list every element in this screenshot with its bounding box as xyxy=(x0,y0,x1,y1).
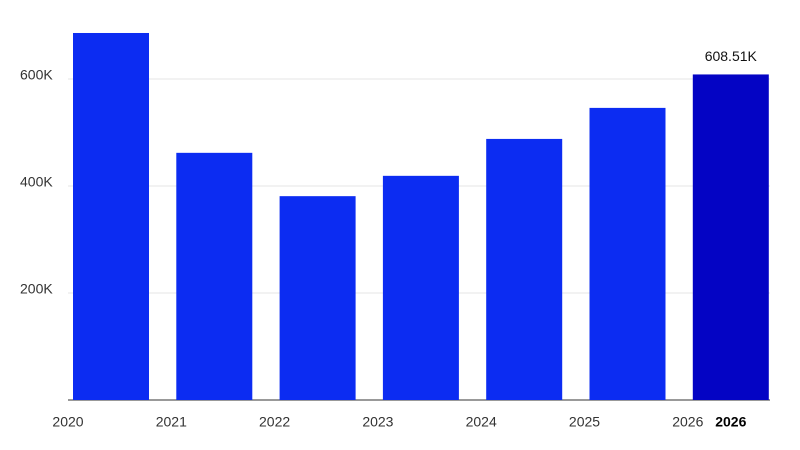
y-tick-label: 400K xyxy=(20,174,53,190)
bar xyxy=(692,74,769,401)
x-tick-label: 2020 xyxy=(52,414,83,430)
y-tick-label: 200K xyxy=(20,281,53,297)
value-label: 608.51K xyxy=(705,48,758,64)
highlighted-x-label: 2026 xyxy=(715,414,746,430)
bar xyxy=(279,196,356,400)
x-tick-label: 2021 xyxy=(156,414,187,430)
x-tick-label: 2026 xyxy=(672,414,703,430)
x-tick-label: 2024 xyxy=(466,414,497,430)
bar xyxy=(382,175,459,400)
x-tick-label: 2025 xyxy=(569,414,600,430)
bar xyxy=(176,152,253,400)
x-tick-label: 2022 xyxy=(259,414,290,430)
y-tick-label: 600K xyxy=(20,67,53,83)
bar xyxy=(73,32,149,401)
x-tick-label: 2023 xyxy=(362,414,393,430)
bar xyxy=(486,138,563,401)
bar xyxy=(589,107,666,400)
